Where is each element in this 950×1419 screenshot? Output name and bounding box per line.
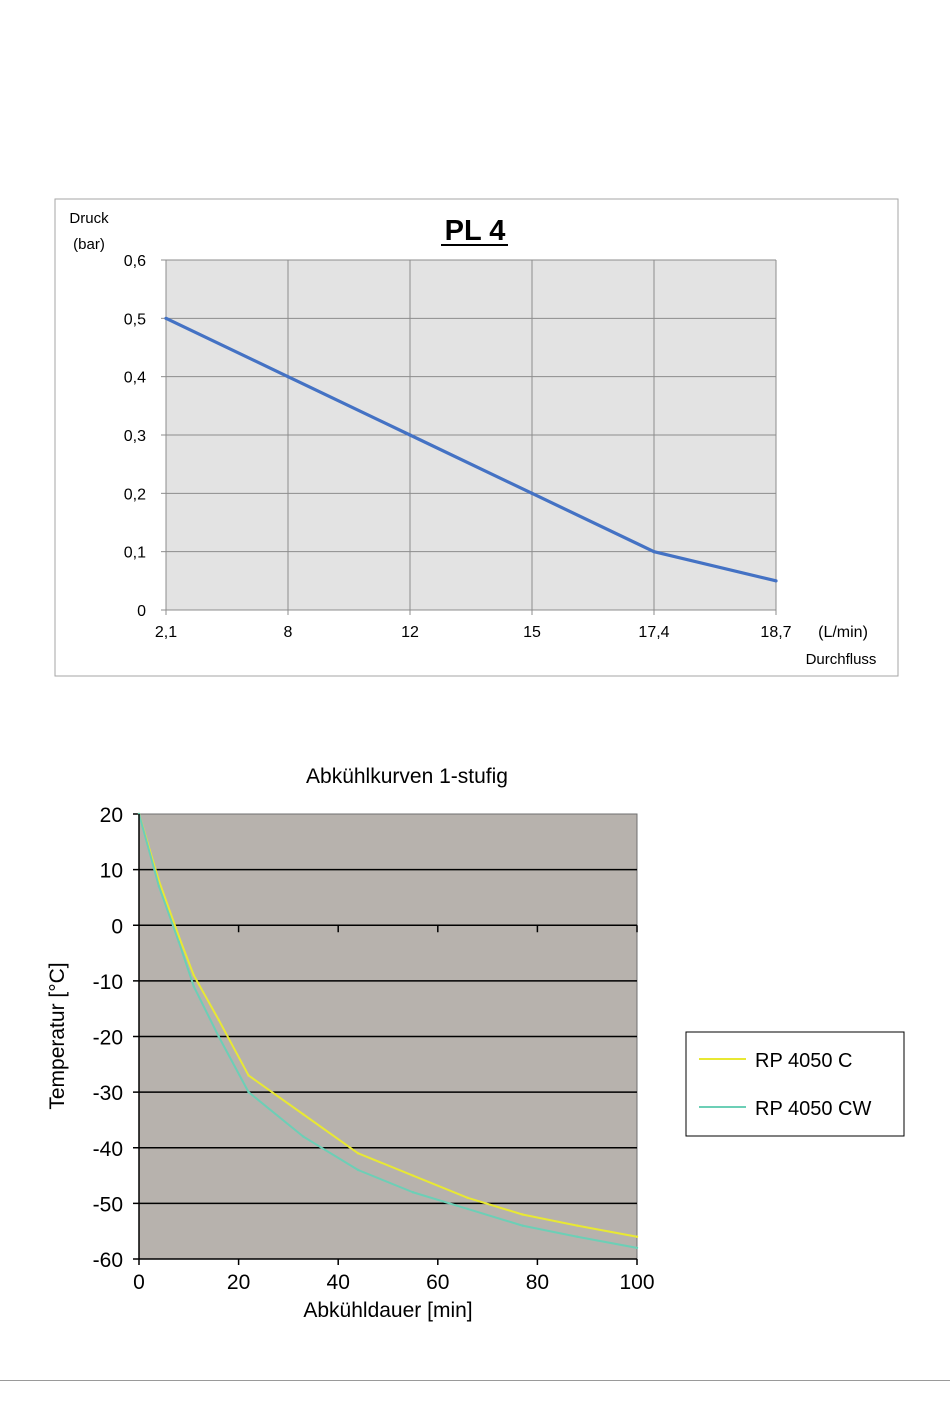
footer-rule [0,1380,950,1381]
chart1-ylabel-line1: Druck [69,210,109,227]
chart2-x-tick-label: 80 [526,1271,549,1294]
chart1-y-tick-label: 0,4 [124,370,146,387]
chart1-x-tick-label: 18,7 [760,624,791,641]
chart1-y-tick-label: 0,6 [124,253,146,270]
chart2-ylabel: Temperatur [°C] [46,962,69,1109]
chart2-y-tick-label: 10 [100,860,123,883]
chart1-y-tick-label: 0,1 [124,545,146,562]
chart2-x-tick-label: 0 [133,1271,145,1294]
pressure-chart: PL 4 Druck (bar) 0 0,1 0,2 0,3 0,4 0,5 0,6 2,1… [54,198,899,677]
chart1-x-tick-label: 2,1 [155,624,177,641]
chart1-x-tick-label: 17,4 [638,624,669,641]
chart2-data-point-1 [192,985,195,988]
chart2-y-tick-label: 20 [100,804,123,827]
chart2-y-tick-label: 0 [111,915,123,938]
chart1-data-point [774,579,778,583]
chart2-x-tick-label: 40 [327,1271,350,1294]
chart2-y-tick-label: -40 [93,1138,123,1161]
chart2-y-tick-label: -60 [93,1249,123,1272]
chart1-y-tick-label: 0,5 [124,311,146,328]
chart2-data-point-0 [635,1235,639,1238]
chart2-data-point-1 [635,1246,639,1250]
chart2-data-point-1 [247,1090,250,1094]
chart2-data-point-1 [177,940,181,944]
chart1-data-point [652,550,656,554]
chart1-data-point [530,491,534,495]
chart1-ylabel-line2: (bar) [73,236,105,253]
chart1-data-point [164,316,168,320]
chart1-xlabel: Durchfluss [806,651,877,668]
chart2-data-point-0 [576,1224,579,1227]
chart2-x-ticks: 0 20 40 60 80 100 [133,925,655,1294]
chart2-data-point-1 [157,885,161,888]
chart2-x-tick-label: 60 [426,1271,449,1294]
chart1-x-ticks: 2,1 8 12 15 17,4 18,7 [155,610,792,641]
chart2-series [137,812,639,1250]
chart2-legend: RP 4050 C RP 4050 CW [685,1031,905,1137]
chart1-x-tick-label: 12 [401,624,419,641]
chart2-data-point-1 [411,1191,415,1194]
chart2-y-tick-label: -20 [93,1027,123,1050]
chart2-x-tick-label: 100 [619,1271,654,1294]
chart1-data-point [408,433,412,437]
legend-label-rp4050cw: RP 4050 CW [755,1098,871,1120]
chart2-y-tick-label: -30 [93,1082,123,1105]
chart2-data-point-0 [177,935,181,938]
chart2-title: Abkühlkurven 1-stufig [306,765,508,788]
chart1-y-tick-label: 0,3 [124,428,146,445]
chart2-data-point-0 [247,1074,250,1077]
chart2-data-point-1 [356,1168,360,1172]
chart2-y-tick-label: -10 [93,971,123,994]
chart2-xlabel: Abkühldauer [min] [303,1299,472,1322]
chart2-data-point-0 [521,1213,524,1216]
chart2-data-point-1 [576,1235,579,1238]
chart2-data-point-1 [302,1135,305,1138]
chart2-data-point-1 [466,1207,469,1211]
legend-label-rp4050c: RP 4050 C [755,1050,852,1072]
chart2-data-point-1 [217,1035,220,1038]
chart2-legend-box [685,1031,905,1137]
chart2-gridlines [139,868,637,1205]
chart1-series [164,316,778,583]
chart2-data-point-0 [302,1113,305,1116]
chart2-data-point-0 [192,974,195,977]
chart2-data-point-1 [521,1224,524,1227]
chart1-title: PL 4 [445,215,506,247]
chart2-y-ticks: 20 10 0 -10 -20 -30 -40 -50 -60 [93,804,139,1272]
chart2-x-tick-label: 20 [227,1271,250,1294]
chart2-data-point-0 [356,1152,360,1155]
chart1-y-tick-label: 0,2 [124,486,146,503]
chart2-data-point-0 [411,1174,415,1177]
chart2-data-point-0 [466,1196,469,1200]
chart1-y-tick-label: 0 [137,603,146,620]
chart1-x-tick-label: 15 [523,624,541,641]
chart2-y-tick-label: -50 [93,1193,123,1216]
chart2-data-point-0 [217,1018,220,1022]
chart1-x-tick-label: 8 [284,624,293,641]
chart1-series-line [165,316,777,583]
chart1-data-point [286,375,290,379]
chart1-y-ticks: 0 0,1 0,2 0,3 0,4 0,5 0,6 [124,253,166,620]
chart1-xunit: (L/min) [818,624,868,641]
